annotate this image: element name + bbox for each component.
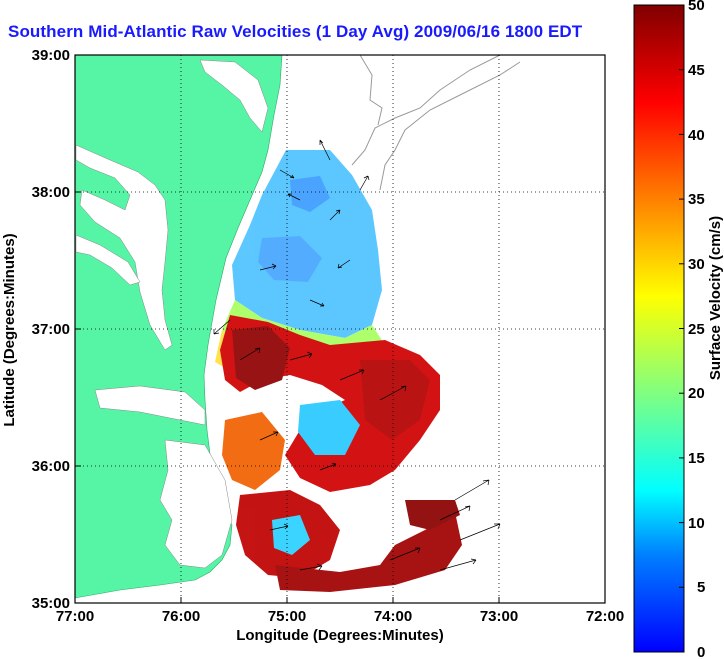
colorbar-tick-label: 20 <box>688 385 705 402</box>
velocity-field <box>215 150 462 592</box>
pamlico-sound <box>159 439 233 569</box>
lat-tick-label: 35:00 <box>32 595 70 612</box>
colorbar-tick-label: 35 <box>688 191 705 208</box>
colorbar-tick-label: 15 <box>688 450 705 467</box>
colorbar-label: Surface Velocity (cm/s) <box>707 216 724 380</box>
albemarle-sound <box>94 385 206 426</box>
colorbar-tick-label: 25 <box>688 321 705 338</box>
colorbar-tick-label: 30 <box>688 256 705 273</box>
colorbar-tick-label: 10 <box>688 515 705 532</box>
map-grid <box>75 55 605 603</box>
colorbar-tick-label: 0 <box>697 644 705 659</box>
lon-tick-label: 72:00 <box>586 608 624 625</box>
tick-marks <box>75 191 500 603</box>
colorbar-tick-label: 40 <box>688 127 705 144</box>
lon-tick-label: 74:00 <box>374 608 412 625</box>
lat-tick-label: 37:00 <box>32 321 70 338</box>
colorbar-tick-label: 45 <box>688 62 705 79</box>
map-title: Southern Mid-Atlantic Raw Velocities (1 … <box>8 22 583 41</box>
chesapeake-bay <box>75 144 173 351</box>
x-axis-label: Longitude (Degrees:Minutes) <box>236 627 444 644</box>
bathymetry-contour <box>351 55 501 166</box>
lat-tick-label: 38:00 <box>32 184 70 201</box>
bathymetry-contour <box>379 61 521 191</box>
colorbar-ticks <box>679 4 684 653</box>
colorbar-tick-label: 5 <box>697 579 705 596</box>
velocity-vectors <box>213 139 501 571</box>
lon-tick-label: 73:00 <box>480 608 518 625</box>
lon-tick-label: 77:00 <box>56 608 94 625</box>
delaware-bay <box>199 59 269 133</box>
colorbar-tick-label: 50 <box>688 0 705 14</box>
lat-tick-label: 36:00 <box>32 458 70 475</box>
lat-tick-label: 39:00 <box>32 47 70 64</box>
lon-tick-label: 75:00 <box>268 608 306 625</box>
bathymetry-contour <box>359 55 383 126</box>
lon-tick-label: 76:00 <box>162 608 200 625</box>
potomac-river <box>75 234 141 286</box>
colorbar <box>633 4 685 653</box>
y-axis-label: Latitude (Degrees:Minutes) <box>1 233 18 426</box>
